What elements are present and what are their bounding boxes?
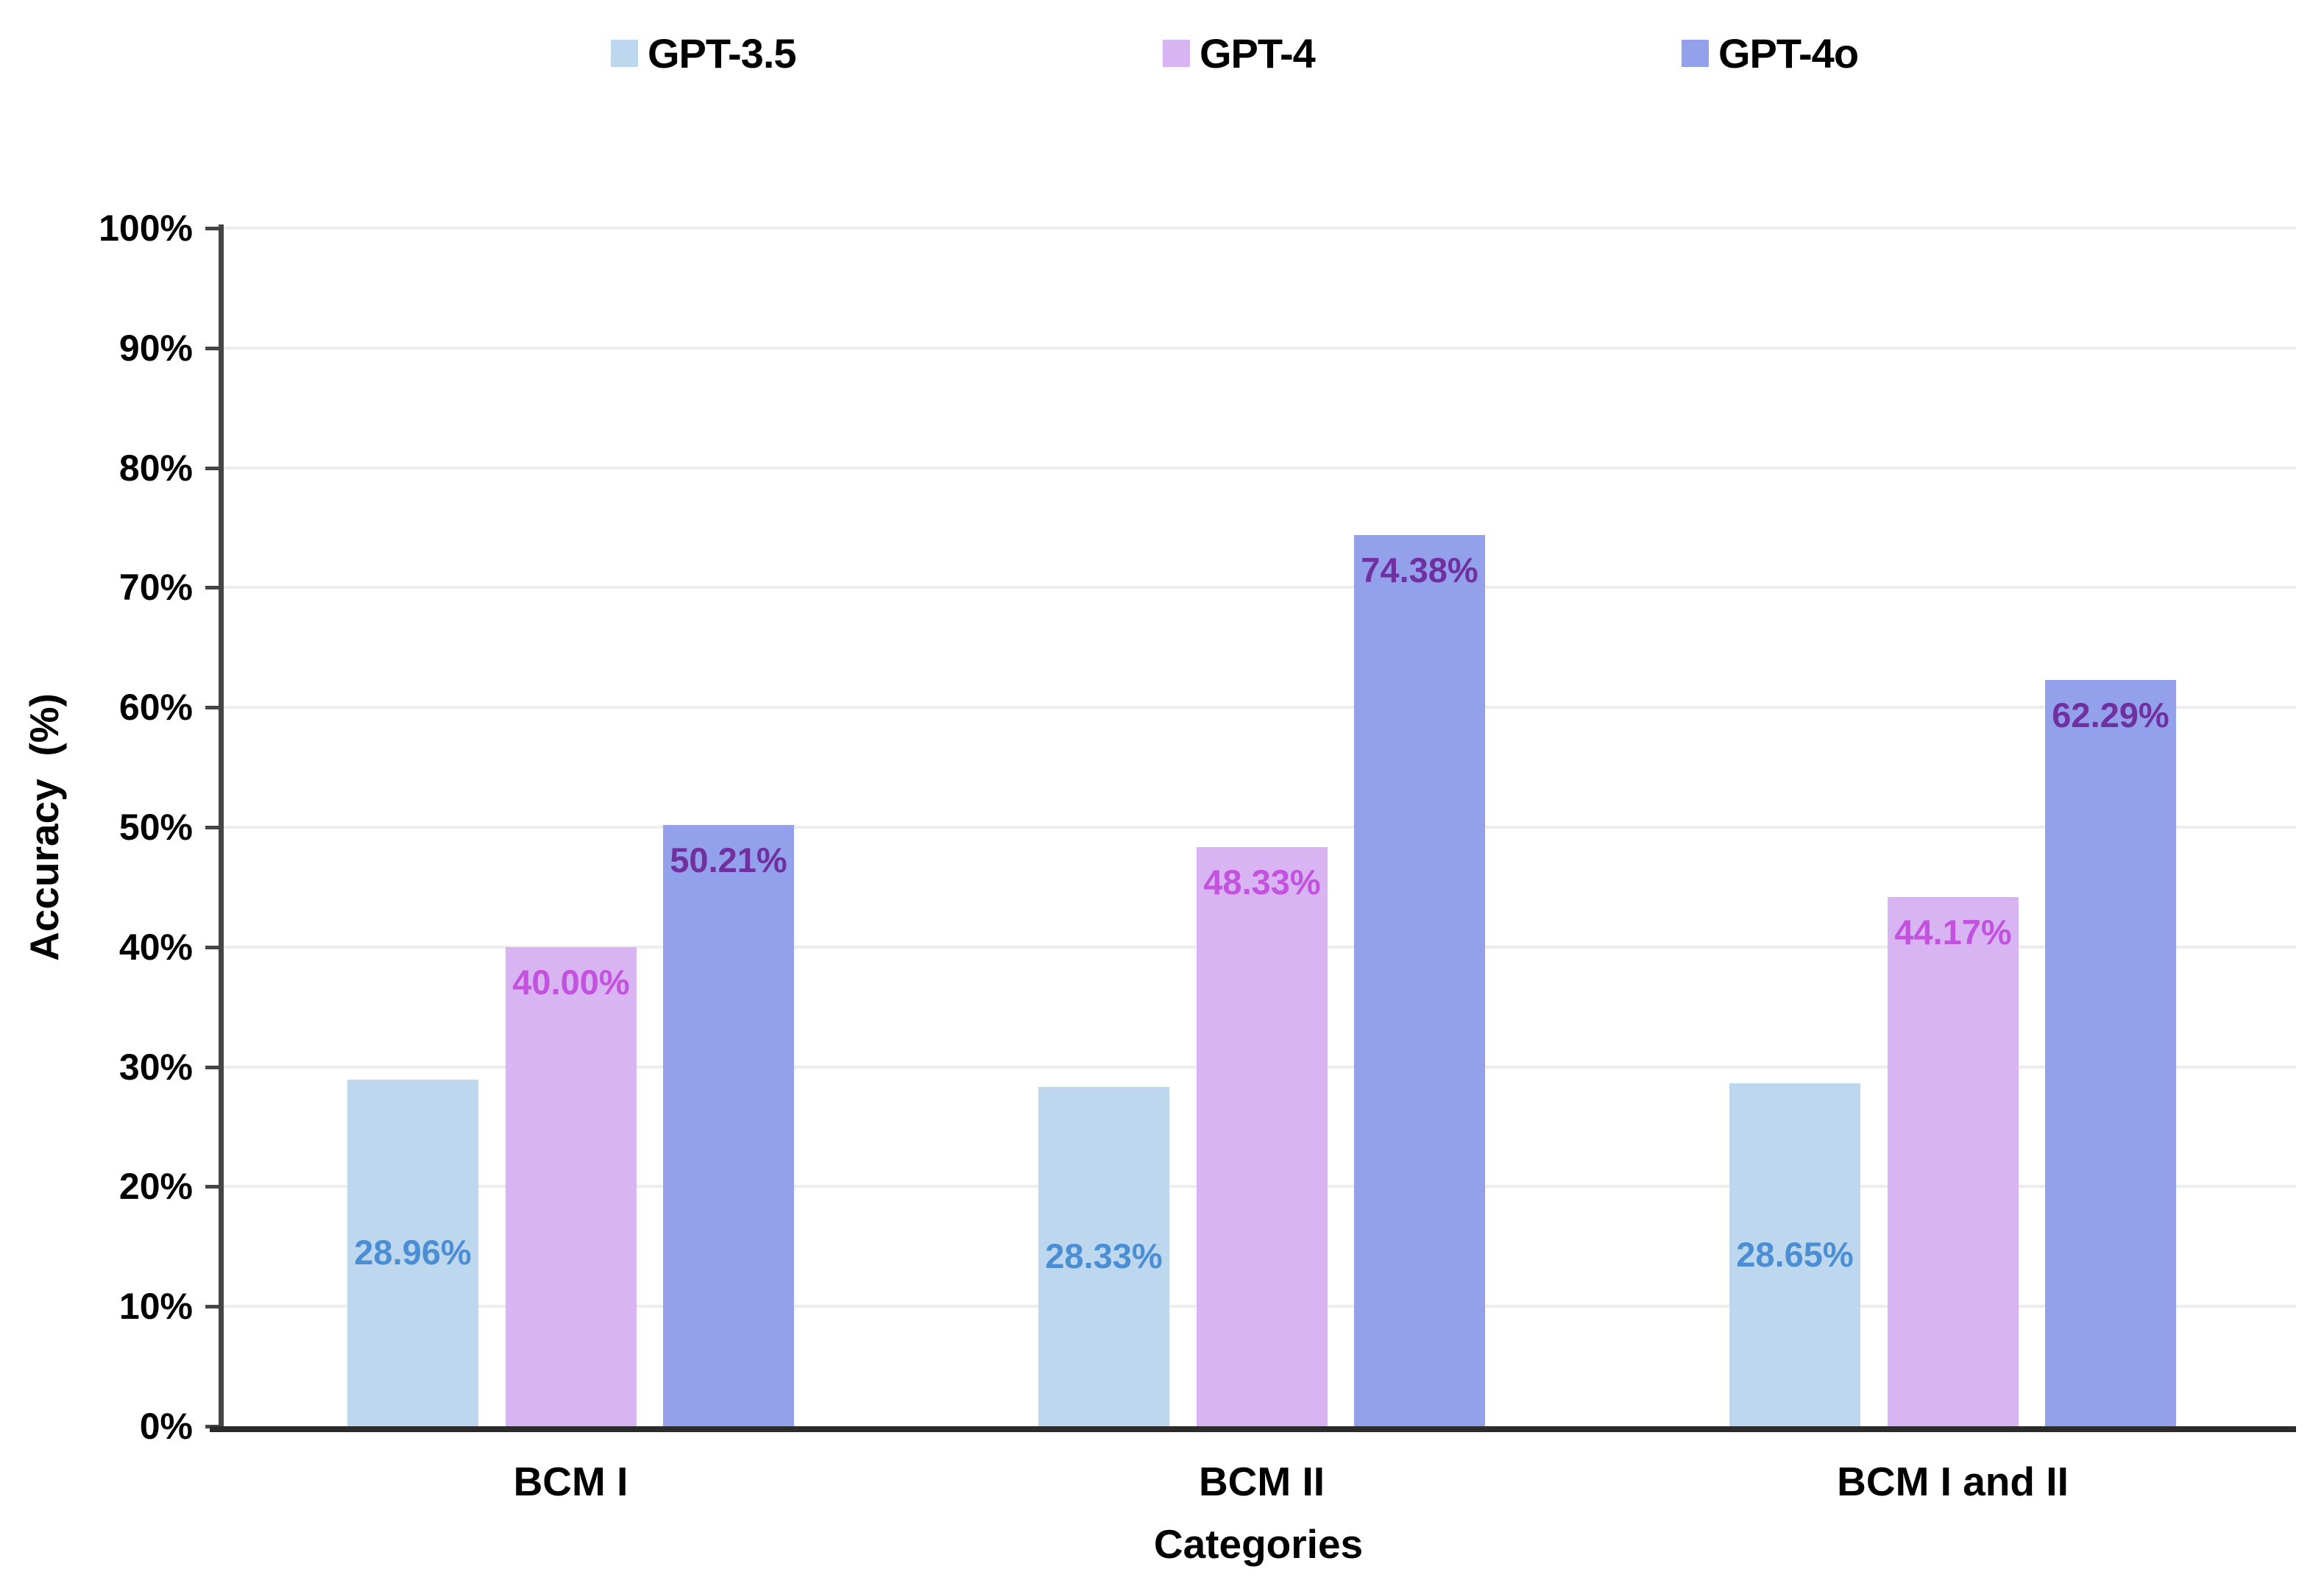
gridline <box>221 227 2296 230</box>
y-axis-title: Accuracy (%) <box>21 693 68 961</box>
bar-value-label: 50.21% <box>670 840 787 879</box>
bar-value-label: 74.38% <box>1361 550 1478 590</box>
bar-value-label: 48.33% <box>1203 863 1321 902</box>
bar <box>1038 1086 1169 1426</box>
y-axis-tick <box>205 227 222 230</box>
y-tick-label: 70% <box>118 567 193 609</box>
legend-swatch-icon <box>1682 39 1709 67</box>
y-tick-label: 0% <box>139 1406 193 1447</box>
bar-value-label: 28.96% <box>354 1233 472 1272</box>
bar <box>1197 847 1328 1426</box>
x-axis-line <box>210 1426 2296 1432</box>
legend-swatch-icon <box>611 39 638 67</box>
bar <box>1729 1083 1860 1426</box>
legend-item: GPT-4o <box>1682 29 1859 77</box>
legend-label: GPT-4 <box>1200 29 1316 77</box>
y-axis-tick <box>205 945 222 949</box>
bar-value-label: 62.29% <box>2052 695 2169 734</box>
bar <box>347 1079 478 1426</box>
y-tick-label: 20% <box>118 1166 193 1208</box>
y-tick-label: 60% <box>118 687 193 729</box>
y-axis-tick <box>205 1305 222 1309</box>
bar <box>663 824 794 1426</box>
bar-value-label: 28.65% <box>1736 1234 1854 1274</box>
legend-item: GPT-3.5 <box>611 29 797 77</box>
bar <box>1354 535 1485 1426</box>
x-axis-title: Categories <box>1153 1521 1364 1567</box>
y-axis-title-box: Accuracy (%) <box>0 228 88 1426</box>
y-tick-label: 100% <box>99 208 193 249</box>
y-axis-tick <box>205 466 222 470</box>
y-tick-label: 10% <box>118 1286 193 1328</box>
gridline <box>221 466 2296 470</box>
x-tick-label: BCM I <box>513 1459 628 1504</box>
gridline <box>221 586 2296 589</box>
bar <box>2045 679 2176 1426</box>
y-axis-tick <box>205 706 222 710</box>
y-tick-label: 30% <box>118 1046 193 1088</box>
bar-value-label: 28.33% <box>1045 1236 1163 1276</box>
y-axis-tick <box>205 826 222 829</box>
y-tick-label: 90% <box>118 327 193 369</box>
y-axis-tick <box>205 1185 222 1189</box>
x-tick-label: BCM II <box>1198 1459 1325 1504</box>
gridline <box>221 706 2296 709</box>
x-tick-label: BCM I and II <box>1837 1459 2069 1504</box>
gridline <box>221 346 2296 350</box>
legend-swatch-icon <box>1163 39 1190 67</box>
y-axis-tick <box>205 1065 222 1069</box>
bar <box>1888 896 2019 1426</box>
bar-value-label: 40.00% <box>512 962 630 1002</box>
y-axis-tick <box>205 586 222 590</box>
y-axis-line <box>219 224 224 1432</box>
legend-label: GPT-4o <box>1718 29 1859 77</box>
y-tick-label: 50% <box>118 807 193 848</box>
bar <box>506 946 637 1426</box>
y-tick-label: 40% <box>118 926 193 968</box>
legend-item: GPT-4 <box>1163 29 1316 77</box>
legend-label: GPT-3.5 <box>648 29 797 77</box>
y-axis-tick <box>205 346 222 350</box>
gridline <box>221 826 2296 829</box>
bar-value-label: 44.17% <box>1894 912 2012 952</box>
y-tick-label: 80% <box>118 447 193 489</box>
